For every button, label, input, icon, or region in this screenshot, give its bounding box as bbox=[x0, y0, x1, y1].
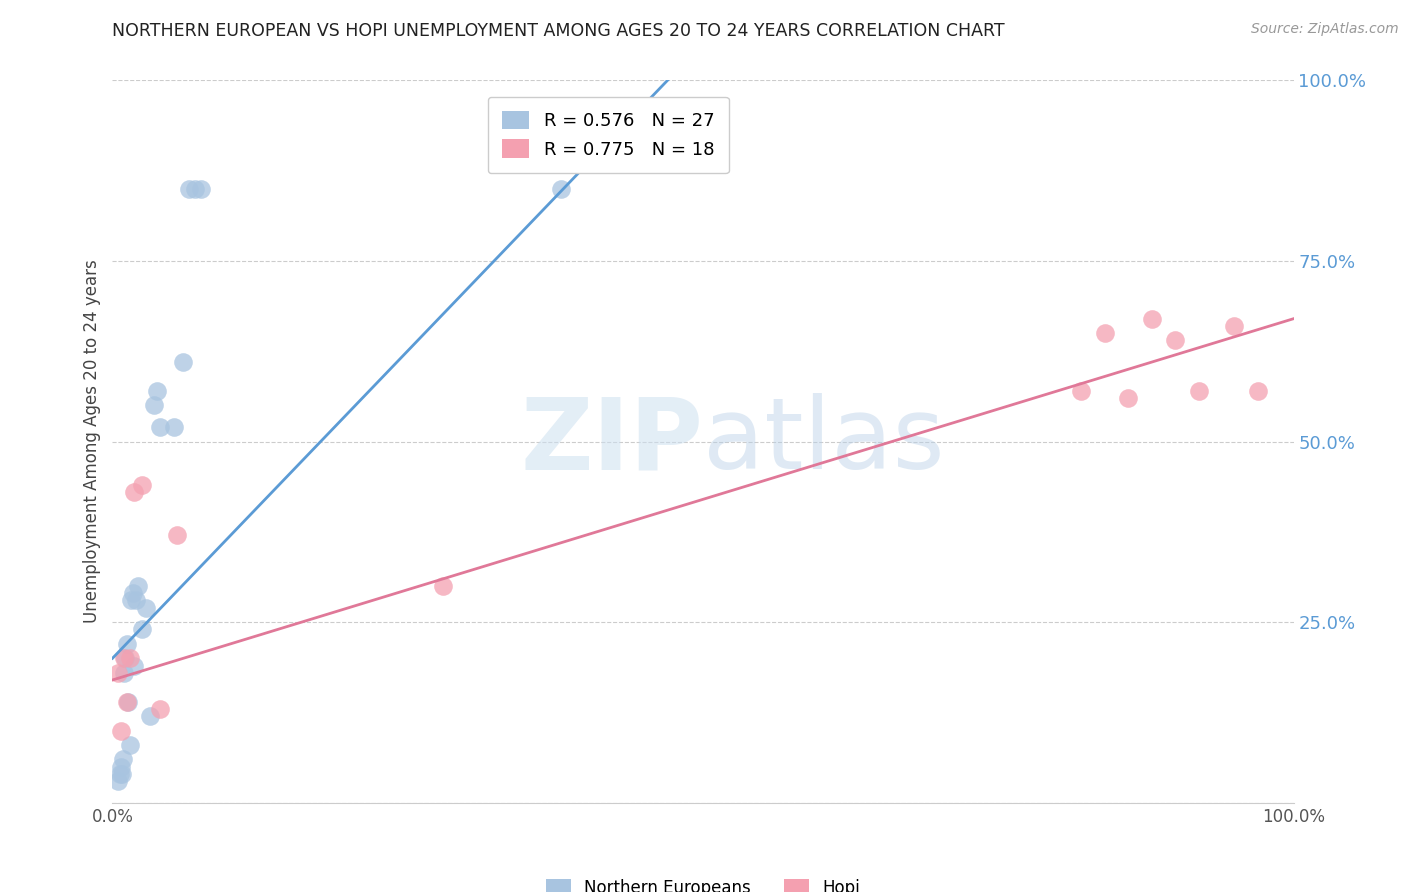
Point bbox=[107, 774, 129, 789]
Point bbox=[121, 586, 143, 600]
Point bbox=[139, 709, 162, 723]
Text: ZIP: ZIP bbox=[520, 393, 703, 490]
Point bbox=[122, 485, 145, 500]
Point bbox=[131, 478, 153, 492]
Point bbox=[1140, 311, 1163, 326]
Text: atlas: atlas bbox=[703, 393, 945, 490]
Point bbox=[1188, 384, 1211, 398]
Point bbox=[1116, 391, 1139, 405]
Legend: Northern Europeans, Hopi: Northern Europeans, Hopi bbox=[537, 871, 869, 892]
Point bbox=[142, 398, 165, 412]
Point bbox=[146, 384, 169, 398]
Point bbox=[190, 182, 212, 196]
Point bbox=[127, 579, 149, 593]
Text: NORTHERN EUROPEAN VS HOPI UNEMPLOYMENT AMONG AGES 20 TO 24 YEARS CORRELATION CHA: NORTHERN EUROPEAN VS HOPI UNEMPLOYMENT A… bbox=[112, 22, 1005, 40]
Point bbox=[1164, 334, 1187, 348]
Point bbox=[149, 702, 172, 716]
Point bbox=[1094, 326, 1116, 341]
Point bbox=[112, 665, 135, 680]
Point bbox=[122, 658, 145, 673]
Point bbox=[149, 420, 172, 434]
Point bbox=[131, 623, 153, 637]
Point bbox=[115, 637, 138, 651]
Text: Source: ZipAtlas.com: Source: ZipAtlas.com bbox=[1251, 22, 1399, 37]
Point bbox=[111, 767, 134, 781]
Point bbox=[112, 752, 135, 766]
Point bbox=[432, 579, 454, 593]
Point bbox=[110, 723, 132, 738]
Point bbox=[107, 665, 129, 680]
Point bbox=[120, 651, 142, 665]
Point bbox=[120, 738, 142, 752]
Point bbox=[1223, 318, 1246, 333]
Point bbox=[125, 593, 148, 607]
Point bbox=[108, 767, 131, 781]
Point bbox=[135, 600, 157, 615]
Point bbox=[112, 651, 135, 665]
Point bbox=[110, 760, 132, 774]
Point bbox=[172, 355, 194, 369]
Point bbox=[1247, 384, 1270, 398]
Point bbox=[115, 695, 138, 709]
Point bbox=[184, 182, 207, 196]
Point bbox=[166, 528, 188, 542]
Point bbox=[550, 182, 572, 196]
Point bbox=[1070, 384, 1092, 398]
Point bbox=[114, 651, 136, 665]
Point bbox=[117, 695, 139, 709]
Point bbox=[163, 420, 186, 434]
Point bbox=[120, 593, 142, 607]
Y-axis label: Unemployment Among Ages 20 to 24 years: Unemployment Among Ages 20 to 24 years bbox=[83, 260, 101, 624]
Point bbox=[179, 182, 201, 196]
